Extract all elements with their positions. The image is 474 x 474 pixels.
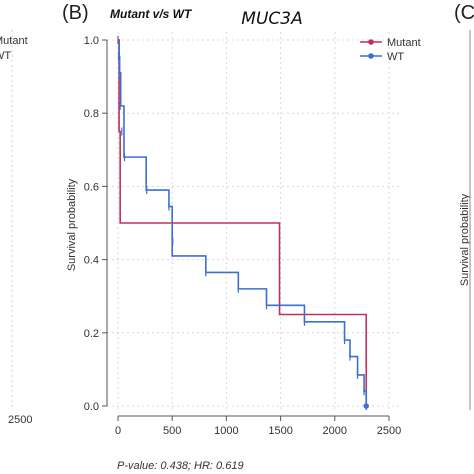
y-tick-label: 0.6 xyxy=(84,181,99,193)
panel-label: (B) xyxy=(62,2,89,24)
x-tick-label: 2500 xyxy=(377,425,401,437)
legend-marker-wt xyxy=(368,53,374,59)
y-tick-label: 0.4 xyxy=(84,255,99,267)
chart-subtitle: Mutant v/s WT xyxy=(110,7,193,21)
x-tick-label: 0 xyxy=(115,425,121,437)
right-panel-ylabel: Survival probability xyxy=(459,193,471,286)
gridlines xyxy=(107,32,402,410)
y-tick-label: 0.2 xyxy=(84,328,99,340)
x-tick-label: 2000 xyxy=(323,425,347,437)
stats-footer: P-value: 0.438; HR: 0.619 xyxy=(117,460,244,472)
series-line-mutant xyxy=(118,39,368,406)
left-panel-x-tick: 2500 xyxy=(8,414,32,426)
y-axis-label: Survival probability xyxy=(66,178,78,271)
legend-label-mutant: Mutant xyxy=(387,37,421,49)
chart-title: MUC3A xyxy=(241,9,302,29)
legend: Mutant WT xyxy=(360,37,421,63)
y-tick-label: 0.0 xyxy=(84,401,99,413)
x-tick-label: 1000 xyxy=(214,425,238,437)
right-panel-label: (C xyxy=(454,2,474,24)
left-legend-mutant: Mutant xyxy=(0,35,28,47)
left-legend-wt: WT xyxy=(0,50,11,62)
end-point-wt xyxy=(363,403,369,409)
legend-marker-mutant xyxy=(368,39,374,45)
y-tick-label: 1.0 xyxy=(84,35,99,47)
x-tick-label: 500 xyxy=(163,425,181,437)
legend-label-wt: WT xyxy=(387,51,404,63)
y-tick-label: 0.8 xyxy=(84,108,99,120)
x-tick-label: 1500 xyxy=(268,425,292,437)
left-panel-legend: Mutant WT xyxy=(0,35,28,62)
series-group xyxy=(117,36,369,410)
axes: 0.0 0.2 0.4 0.6 0.8 1.0 0 500 1000 1500 2000 2500 xyxy=(84,35,402,437)
